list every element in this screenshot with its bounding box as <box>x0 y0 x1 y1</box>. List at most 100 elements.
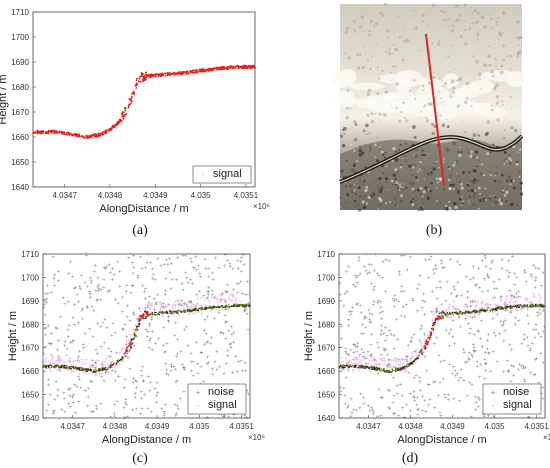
signal-point <box>151 312 154 315</box>
rock-texture <box>516 161 519 163</box>
noise-point: + <box>114 379 118 385</box>
highlight-point: + <box>475 304 479 310</box>
rock-texture <box>475 165 478 168</box>
plot-frame <box>32 11 256 188</box>
noise-point: + <box>70 395 74 401</box>
terrain-texture <box>451 24 455 28</box>
noise-point: + <box>184 270 188 276</box>
terrain-texture <box>446 125 450 129</box>
noise-point: + <box>169 369 173 375</box>
noise-point: + <box>172 365 176 371</box>
signal-point <box>55 364 58 366</box>
signal-point <box>178 309 180 312</box>
rock-texture <box>394 158 399 162</box>
signal-point <box>84 368 86 371</box>
terrain-texture <box>441 24 444 27</box>
terrain-texture <box>373 112 376 115</box>
signal-point <box>154 73 157 75</box>
noise-point: + <box>150 347 154 353</box>
signal-point <box>132 91 134 94</box>
highlight-point: + <box>371 356 375 362</box>
terrain-texture <box>488 65 490 67</box>
x-tick-label: 4.035 <box>485 422 506 431</box>
rock-texture <box>359 195 362 198</box>
signal-point <box>88 135 91 137</box>
highlight-point: + <box>411 363 415 369</box>
noise-point: + <box>81 342 85 348</box>
highlight-point: + <box>426 333 430 339</box>
terrain-texture <box>386 36 389 39</box>
highlight-point: + <box>128 333 132 339</box>
noise-point: + <box>71 316 75 322</box>
highlight-point: + <box>189 311 193 317</box>
highlight-point: + <box>56 368 60 374</box>
highlight-point: + <box>436 310 440 316</box>
terrain-texture <box>458 13 463 17</box>
signal-point <box>129 102 132 105</box>
noise-point: + <box>112 403 116 409</box>
noise-point: + <box>211 367 215 373</box>
noise-point: + <box>183 366 187 372</box>
rock-texture <box>361 200 365 204</box>
terrain-texture <box>378 77 381 80</box>
noise-point: + <box>237 266 241 272</box>
noise-point: + <box>211 373 215 379</box>
highlight-point: + <box>538 299 542 305</box>
noise-point: + <box>175 255 179 261</box>
x-tick-label: 4.0351 <box>229 422 254 431</box>
highlight-point: + <box>50 358 54 364</box>
highlight-point: + <box>451 305 455 311</box>
terrain-texture <box>426 25 429 27</box>
noise-point: + <box>140 397 144 403</box>
terrain-texture <box>427 81 431 85</box>
signal-point <box>140 72 143 74</box>
terrain-texture <box>347 56 351 60</box>
highlight-point: + <box>57 368 61 374</box>
rock-texture <box>394 204 398 207</box>
noise-point: + <box>134 407 138 413</box>
noise-point: + <box>52 408 56 414</box>
highlight-point: + <box>57 355 61 361</box>
noise-point: + <box>136 318 140 324</box>
highlight-point: + <box>485 302 489 308</box>
x-tick-label: 4.0347 <box>52 191 77 200</box>
y-tick-label: 1660 <box>317 367 335 376</box>
signal-point <box>100 368 103 370</box>
rock-texture <box>458 175 460 177</box>
signal-point <box>229 67 232 69</box>
terrain-texture <box>516 36 520 40</box>
noise-point: + <box>52 412 56 418</box>
x-tick-label: 4.0349 <box>143 191 168 200</box>
signal-point <box>112 125 114 127</box>
rock-texture <box>392 183 394 186</box>
rock-texture <box>509 183 512 186</box>
terrain-texture <box>354 122 356 124</box>
noise-point: + <box>134 391 138 397</box>
signal-point <box>248 66 250 68</box>
highlight-point: + <box>164 304 168 310</box>
signal-point <box>213 307 215 309</box>
terrain-texture <box>491 108 494 112</box>
noise-point: + <box>162 326 166 332</box>
highlight-point: + <box>357 358 361 364</box>
highlight-point: + <box>52 364 56 370</box>
terrain-texture <box>464 41 468 46</box>
rock-texture <box>505 200 508 203</box>
noise-point: + <box>181 254 185 260</box>
highlight-point: + <box>383 359 387 365</box>
terrain-texture <box>476 33 480 37</box>
plot-area <box>32 64 256 140</box>
signal-point <box>203 69 205 72</box>
signal-point <box>80 135 83 137</box>
highlight-point: + <box>159 306 163 312</box>
noise-point: + <box>67 387 71 393</box>
signal-point <box>187 310 189 313</box>
signal-point <box>114 123 117 126</box>
signal-point <box>158 74 161 77</box>
rock-texture <box>461 171 465 175</box>
noise-point: + <box>69 341 73 347</box>
rock-texture <box>419 186 423 191</box>
signal-point <box>118 118 121 121</box>
highlight-point: + <box>125 339 129 345</box>
noise-point: + <box>156 292 160 298</box>
